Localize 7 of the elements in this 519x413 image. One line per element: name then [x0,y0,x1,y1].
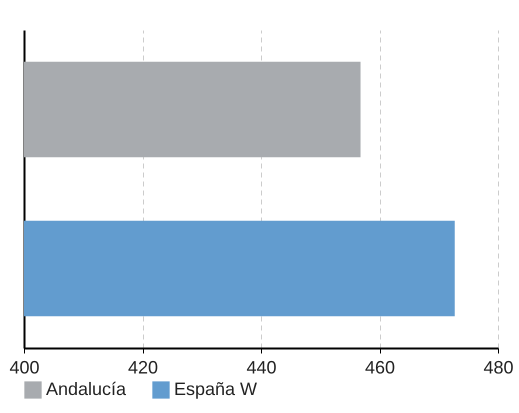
x-tick-label: 400 [9,358,40,378]
x-tick-label: 440 [246,358,277,378]
x-tick-label: 480 [483,358,514,378]
legend-label: Andalucía [46,379,128,399]
x-tick-label: 420 [128,358,158,378]
legend-label: España W [174,379,258,399]
x-tick-label: 460 [364,358,396,378]
